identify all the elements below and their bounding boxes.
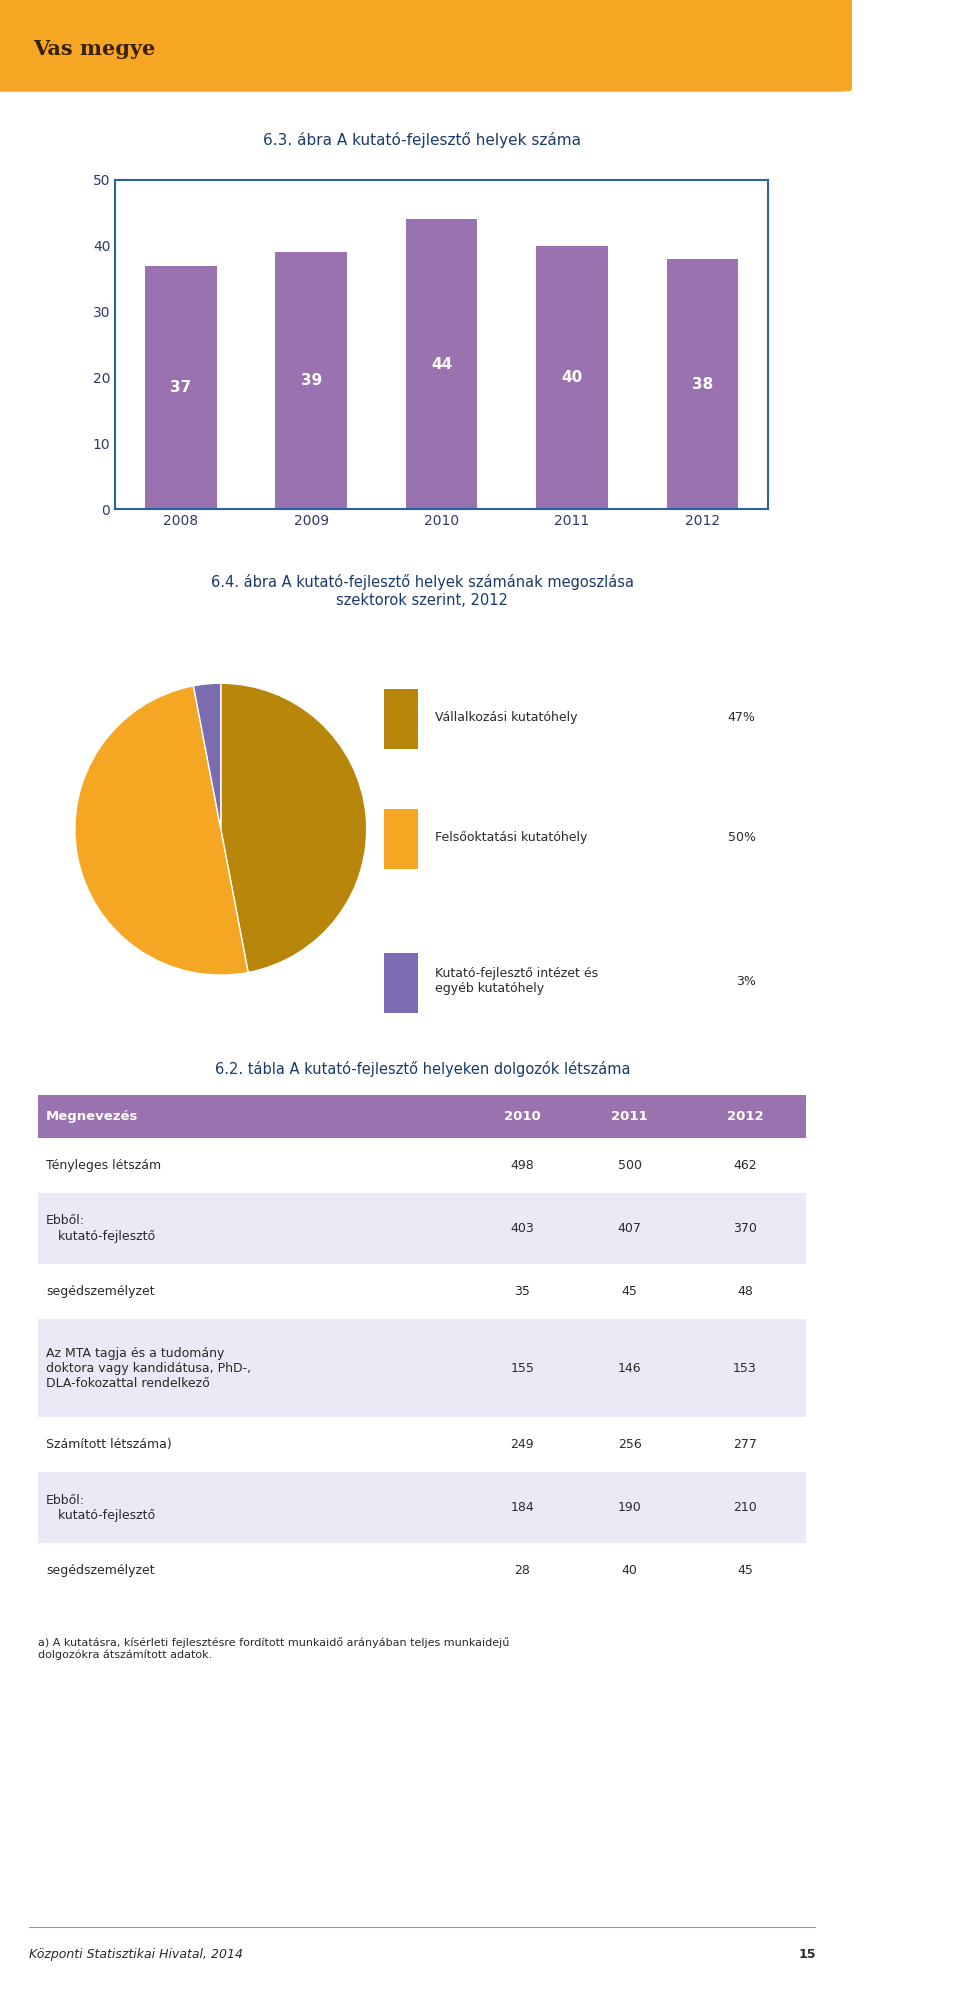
Text: 48: 48 (737, 1285, 753, 1299)
Text: 370: 370 (733, 1223, 756, 1235)
Text: segédszemélyzet: segédszemélyzet (46, 1285, 155, 1299)
Text: 407: 407 (618, 1223, 641, 1235)
Text: 35: 35 (515, 1285, 530, 1299)
Bar (276, 252, 347, 509)
Text: 6.4. ábra A kutató-fejlesztő helyek számának megoszlása
szektorok szerint, 2012: 6.4. ábra A kutató-fejlesztő helyek szám… (211, 573, 634, 607)
Bar (384, 809, 418, 869)
Text: 256: 256 (618, 1439, 641, 1451)
Text: Számított létszáma): Számított létszáma) (46, 1439, 172, 1451)
Text: 39: 39 (300, 374, 322, 388)
Bar (666, 260, 738, 509)
Text: 6.3. ábra A kutató-fejlesztő helyek száma: 6.3. ábra A kutató-fejlesztő helyek szám… (263, 132, 582, 148)
Bar (406, 220, 477, 509)
Bar (38, 1319, 806, 1417)
Wedge shape (221, 683, 367, 973)
Text: 15: 15 (799, 1948, 816, 1960)
Bar (38, 1137, 806, 1193)
Text: 146: 146 (618, 1361, 641, 1375)
Wedge shape (75, 685, 248, 975)
Text: 249: 249 (511, 1439, 534, 1451)
Text: 155: 155 (511, 1361, 534, 1375)
Text: 462: 462 (733, 1159, 756, 1173)
Text: 47%: 47% (728, 711, 756, 723)
Text: 6. GDP, kutatás-fejlesztés: 6. GDP, kutatás-fejlesztés (892, 889, 908, 1109)
Text: 403: 403 (511, 1223, 534, 1235)
Bar (38, 1265, 806, 1319)
Text: segédszemélyzet: segédszemélyzet (46, 1564, 155, 1576)
Text: 2010: 2010 (504, 1109, 540, 1123)
Text: 153: 153 (733, 1361, 756, 1375)
Text: 38: 38 (692, 378, 713, 392)
Text: 184: 184 (511, 1500, 534, 1514)
Text: a) A kutatásra, kísérleti fejlesztésre fordított munkaidő arányában teljes munka: a) A kutatásra, kísérleti fejlesztésre f… (38, 1636, 510, 1660)
Text: Vállalkozási kutatóhely: Vállalkozási kutatóhely (435, 711, 577, 723)
Bar (384, 953, 418, 1013)
FancyBboxPatch shape (0, 0, 852, 92)
Bar (38, 1417, 806, 1473)
Text: 2011: 2011 (612, 1109, 648, 1123)
Text: 40: 40 (562, 370, 583, 386)
Text: Tényleges létszám: Tényleges létszám (46, 1159, 161, 1173)
Text: Az MTA tagja és a tudomány
doktora vagy kandidátusa, PhD-,
DLA-fokozattal rendel: Az MTA tagja és a tudomány doktora vagy … (46, 1347, 252, 1389)
Bar (38, 1193, 806, 1265)
Text: 37: 37 (170, 380, 191, 396)
Text: Ebből:
   kutató-fejlesztő: Ebből: kutató-fejlesztő (46, 1495, 156, 1522)
Bar (145, 266, 217, 509)
Text: 2012: 2012 (727, 1109, 763, 1123)
Text: 210: 210 (733, 1500, 756, 1514)
Bar (38, 1542, 806, 1598)
Wedge shape (194, 683, 221, 829)
Bar (384, 689, 418, 749)
Text: 500: 500 (618, 1159, 642, 1173)
Bar (38, 1095, 806, 1137)
Text: Ebből:
   kutató-fejlesztő: Ebből: kutató-fejlesztő (46, 1215, 156, 1243)
Text: Vas megye: Vas megye (34, 40, 156, 60)
Text: 6.2. tábla A kutató-fejlesztő helyeken dolgozók létszáma: 6.2. tábla A kutató-fejlesztő helyeken d… (215, 1061, 630, 1077)
Text: 45: 45 (737, 1564, 753, 1576)
Text: 28: 28 (515, 1564, 530, 1576)
Text: Felsőoktatási kutatóhely: Felsőoktatási kutatóhely (435, 831, 588, 843)
Text: 3%: 3% (735, 975, 756, 987)
Bar (38, 1473, 806, 1542)
Text: Megnevezés: Megnevezés (46, 1109, 138, 1123)
Text: 498: 498 (511, 1159, 534, 1173)
Text: 45: 45 (622, 1285, 637, 1299)
Bar (537, 246, 608, 509)
Text: 277: 277 (733, 1439, 756, 1451)
Text: Kutató-fejlesztő intézet és
egyéb kutatóhely: Kutató-fejlesztő intézet és egyéb kutató… (435, 967, 598, 995)
Text: Központi Statisztikai Hivatal, 2014: Központi Statisztikai Hivatal, 2014 (29, 1948, 243, 1960)
Text: 50%: 50% (728, 831, 756, 843)
Text: 44: 44 (431, 358, 452, 372)
Text: 190: 190 (618, 1500, 641, 1514)
Text: 40: 40 (622, 1564, 637, 1576)
